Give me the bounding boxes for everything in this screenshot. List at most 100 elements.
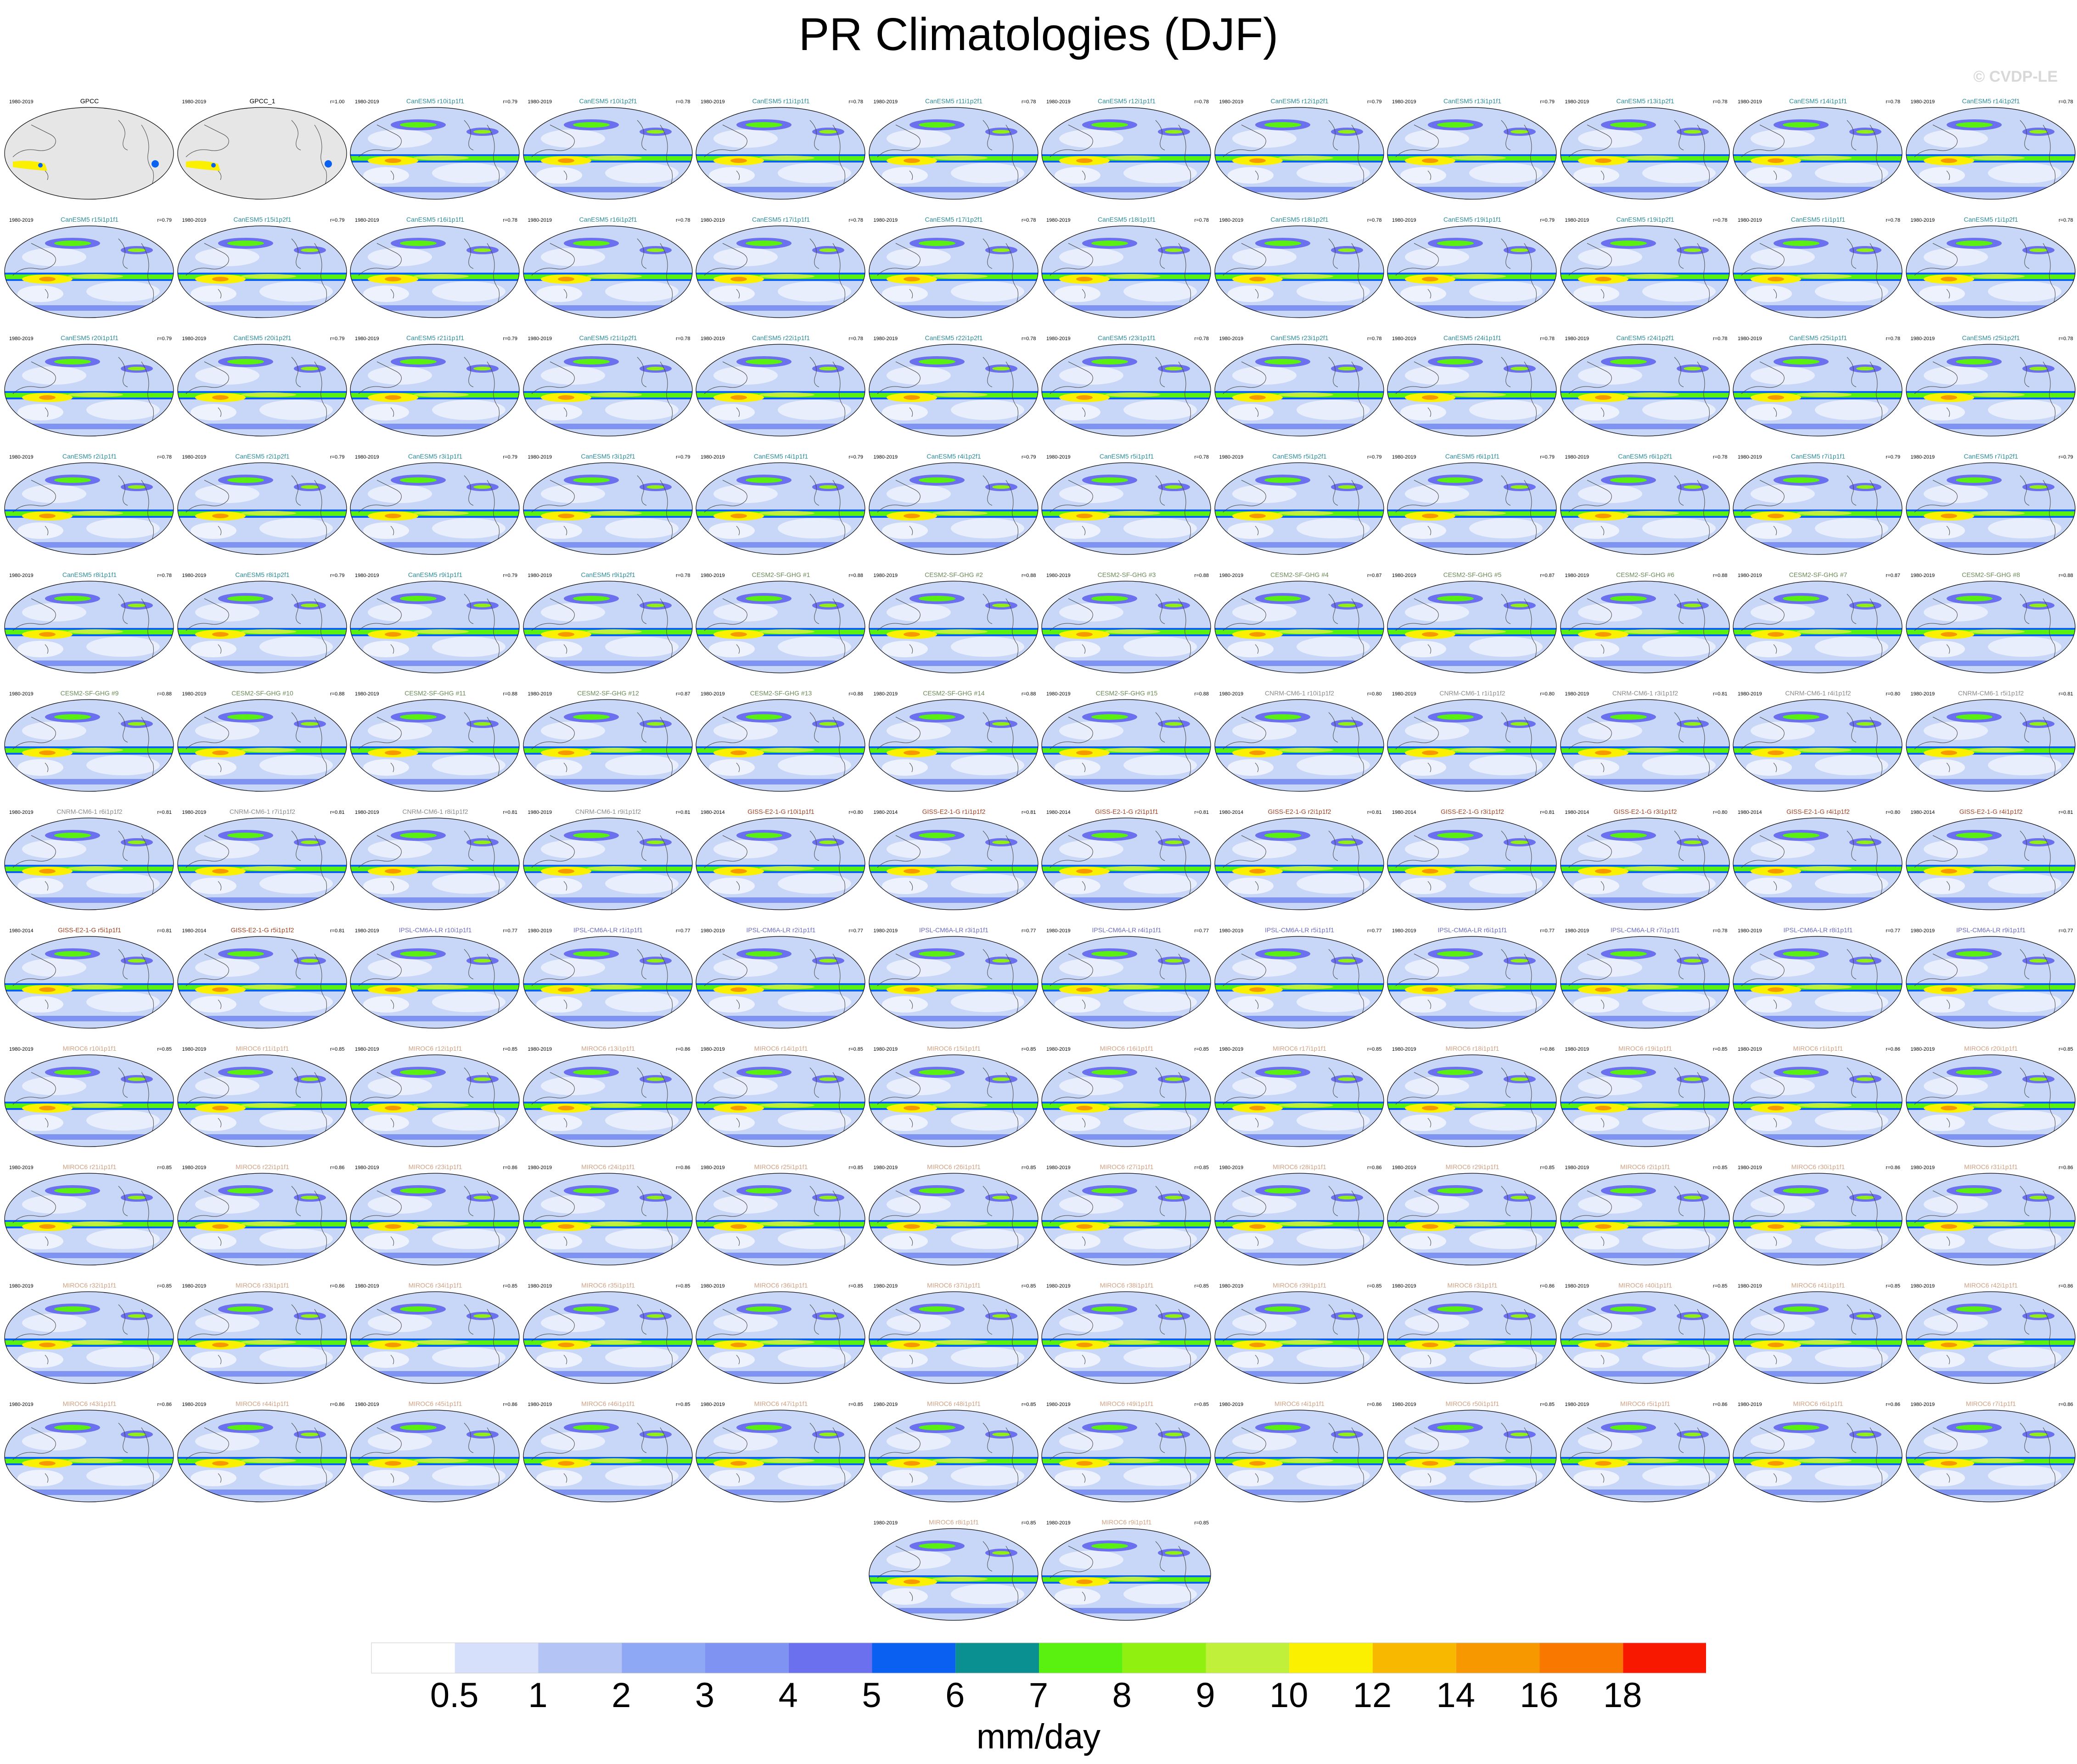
colorbar-level-label: 2 <box>612 1676 631 1715</box>
panel-correlation: r=0.79 <box>848 454 864 460</box>
map-panel: 1980-2019 CanESM5 r20i1p2f1 r=0.79 <box>177 334 348 442</box>
panel-correlation: r=0.79 <box>330 336 345 342</box>
panel-correlation: r=0.77 <box>848 928 864 934</box>
precip-map <box>350 818 520 910</box>
panel-title: CESM2-SF-GHG #3 <box>1097 571 1156 578</box>
panel-years: 1980-2019 <box>1046 1047 1071 1052</box>
precip-map <box>1733 344 1903 437</box>
panel-title: CanESM5 r2i1p1f1 <box>62 453 117 460</box>
precip-map <box>1560 699 1730 792</box>
map-panel: 1980-2019 MIROC6 r5i1p1f1 r=0.86 <box>1560 1400 1731 1508</box>
panel-correlation: r=0.85 <box>848 1165 864 1170</box>
panel-correlation: r=0.78 <box>1367 336 1382 342</box>
precip-map <box>1041 225 1211 318</box>
precip-map <box>1214 1054 1384 1147</box>
precip-map <box>1905 936 2076 1029</box>
panel-years: 1980-2019 <box>1738 691 1762 697</box>
panel-title: CanESM5 r6i1p2f1 <box>1618 453 1673 460</box>
precip-map <box>1905 462 2076 555</box>
map-panel: 1980-2019 CanESM5 r21i1p1f1 r=0.79 <box>349 334 521 442</box>
panel-years: 1980-2019 <box>1738 1165 1762 1170</box>
panel-years: 1980-2019 <box>182 218 207 223</box>
map-panel: 1980-2019 MIROC6 r48i1p1f1 r=0.85 <box>868 1400 1040 1508</box>
panel-title: CanESM5 r24i1p1f1 <box>1443 334 1502 342</box>
precip-map <box>868 1291 1038 1384</box>
map-panel: 1980-2019 CanESM5 r20i1p1f1 r=0.79 <box>4 334 175 442</box>
panel-title: IPSL-CM6A-LR r8i1p1f1 <box>1783 926 1853 934</box>
panel-title: CNRM-CM6-1 r3i1p1f2 <box>1612 689 1678 697</box>
panel-years: 1980-2019 <box>528 1047 552 1052</box>
panel-correlation: r=0.78 <box>1713 99 1728 105</box>
panel-correlation: r=0.86 <box>1367 1165 1382 1170</box>
map-panel: 1980-2019 MIROC6 r19i1p1f1 r=0.85 <box>1560 1045 1731 1153</box>
precip-map <box>4 1291 174 1384</box>
map-panel: 1980-2019 MIROC6 r1i1p1f1 r=0.86 <box>1732 1045 1904 1153</box>
map-panel: 1980-2019 CanESM5 r12i1p1f1 r=0.78 <box>1041 97 1213 206</box>
map-panel: 1980-2019 CanESM5 r6i1p1f1 r=0.79 <box>1387 453 1558 561</box>
panel-title: GISS-E2-1-G r2i1p1f2 <box>1268 808 1331 815</box>
panel-years: 1980-2019 <box>182 1047 207 1052</box>
panel-correlation: r=0.79 <box>330 454 345 460</box>
panel-correlation: r=0.78 <box>1713 336 1728 342</box>
panel-years: 1980-2019 <box>1738 336 1762 342</box>
panel-years: 1980-2019 <box>1910 218 1935 223</box>
panel-title: MIROC6 r40i1p1f1 <box>1618 1282 1672 1289</box>
panel-title: MIROC6 r39i1p1f1 <box>1273 1282 1326 1289</box>
panel-correlation: r=0.78 <box>1713 928 1728 934</box>
panel-years: 1980-2019 <box>355 99 379 105</box>
panel-correlation: r=0.88 <box>503 691 518 697</box>
panel-title: MIROC6 r50i1p1f1 <box>1445 1400 1499 1407</box>
precip-map <box>1387 699 1557 792</box>
panel-title: CanESM5 r14i1p2f1 <box>1962 97 2020 105</box>
panel-years: 1980-2019 <box>1046 1520 1071 1526</box>
map-panel: 1980-2019 IPSL-CM6A-LR r3i1p1f1 r=0.77 <box>868 926 1040 1035</box>
precip-map <box>1560 581 1730 673</box>
precip-map <box>350 1410 520 1502</box>
panel-years: 1980-2019 <box>701 218 725 223</box>
panel-title: MIROC6 r8i1p1f1 <box>929 1518 979 1526</box>
precip-map <box>4 107 174 200</box>
panel-years: 1980-2019 <box>1910 573 1935 578</box>
map-panel: 1980-2019 MIROC6 r38i1p1f1 r=0.85 <box>1041 1282 1213 1390</box>
map-panel: 1980-2019 CanESM5 r12i1p2f1 r=0.79 <box>1214 97 1386 206</box>
panel-title: MIROC6 r12i1p1f1 <box>408 1045 462 1052</box>
precip-map <box>1387 225 1557 318</box>
panel-correlation: r=0.88 <box>1194 691 1209 697</box>
panel-title: MIROC6 r34i1p1f1 <box>408 1282 462 1289</box>
panel-correlation: r=0.88 <box>1713 573 1728 578</box>
panel-correlation: r=0.78 <box>157 573 172 578</box>
precip-map <box>4 699 174 792</box>
panel-title: IPSL-CM6A-LR r1i1p1f1 <box>573 926 643 934</box>
panel-title: CESM2-SF-GHG #13 <box>750 689 812 697</box>
precip-map <box>868 1054 1038 1147</box>
panel-years: 1980-2019 <box>182 1402 207 1407</box>
panel-years: 1980-2014 <box>1565 810 1589 815</box>
panel-years: 1980-2019 <box>701 1283 725 1289</box>
precip-map <box>696 344 865 437</box>
colorbar-level-label: 12 <box>1353 1676 1392 1715</box>
panel-years: 1980-2019 <box>1219 573 1244 578</box>
panel-title: CanESM5 r12i1p2f1 <box>1270 97 1329 105</box>
panel-title: MIROC6 r45i1p1f1 <box>408 1400 462 1407</box>
precip-map <box>1041 1291 1211 1384</box>
colorbar-swatch <box>788 1643 872 1673</box>
panel-title: MIROC6 r38i1p1f1 <box>1100 1282 1154 1289</box>
panel-years: 1980-2019 <box>873 1165 898 1170</box>
map-panel: 1980-2019 CanESM5 r13i1p2f1 r=0.78 <box>1560 97 1731 206</box>
panel-correlation: r=0.85 <box>1194 1283 1209 1289</box>
map-panel: 1980-2019 MIROC6 r15i1p1f1 r=0.85 <box>868 1045 1040 1153</box>
map-panel: 1980-2019 CESM2-SF-GHG #1 r=0.88 <box>695 571 867 679</box>
panel-years: 1980-2019 <box>701 928 725 934</box>
panel-correlation: r=0.80 <box>1540 691 1555 697</box>
precip-map <box>177 1054 347 1147</box>
map-panel: 1980-2019 CanESM5 r1i1p2f1 r=0.78 <box>1905 216 2077 324</box>
map-panel: 1980-2019 CanESM5 r2i1p2f1 r=0.79 <box>177 453 348 561</box>
precip-map <box>1733 1291 1903 1384</box>
panel-correlation: r=0.78 <box>676 336 690 342</box>
panel-correlation: r=0.85 <box>503 1283 518 1289</box>
panel-years: 1980-2019 <box>1565 1165 1589 1170</box>
panel-title: IPSL-CM6A-LR r2i1p1f1 <box>746 926 816 934</box>
map-panel: 1980-2019 IPSL-CM6A-LR r8i1p1f1 r=0.77 <box>1732 926 1904 1035</box>
panel-correlation: r=0.81 <box>2059 691 2073 697</box>
panel-correlation: r=0.86 <box>503 1402 518 1407</box>
